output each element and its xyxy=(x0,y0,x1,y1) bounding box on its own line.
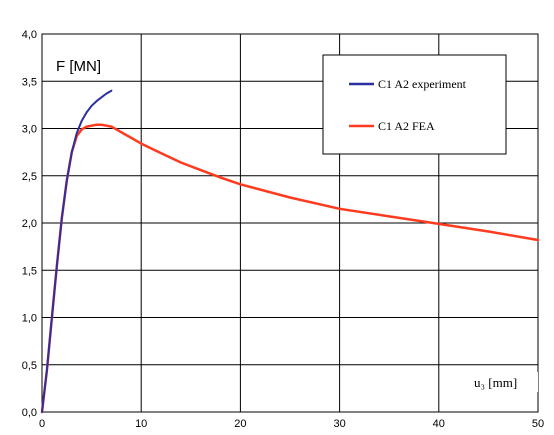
y-tick-label: 4,0 xyxy=(22,29,37,41)
series-group xyxy=(40,89,540,414)
legend-box xyxy=(322,54,507,155)
legend-label-experiment: C1 A2 experiment xyxy=(378,77,467,91)
y-tick-label: 0,5 xyxy=(22,360,37,372)
x-axis-ticks: 0 10 20 30 40 50 xyxy=(39,418,544,430)
x-tick-label: 50 xyxy=(532,418,544,430)
y-tick-label: 1,5 xyxy=(22,265,37,277)
x-tick-label: 10 xyxy=(135,418,147,430)
x-tick-label: 30 xyxy=(333,418,345,430)
y-tick-label: 2,5 xyxy=(22,171,37,183)
y-axis-label: F [MN] xyxy=(56,58,101,75)
x-tick-label: 0 xyxy=(39,418,45,430)
y-tick-label: 0,0 xyxy=(22,407,37,419)
y-tick-label: 3,5 xyxy=(22,76,37,88)
legend: C1 A2 experiment C1 A2 FEA xyxy=(322,54,507,155)
x-axis-label-background xyxy=(466,372,538,392)
series-line-experiment xyxy=(41,89,113,413)
x-axis-label: u₃ [mm] xyxy=(474,375,517,390)
legend-label-fea: C1 A2 FEA xyxy=(378,119,435,133)
x-tick-label: 20 xyxy=(234,418,246,430)
y-tick-label: 2,0 xyxy=(22,218,37,230)
y-tick-label: 1,0 xyxy=(22,313,37,325)
y-axis-ticks: 0,0 0,5 1,0 1,5 2,0 2,5 3,0 3,5 4,0 xyxy=(22,29,37,419)
y-tick-label: 3,0 xyxy=(22,124,37,136)
x-tick-label: 40 xyxy=(433,418,445,430)
x-axis-label-group: u₃ [mm] xyxy=(466,372,538,392)
